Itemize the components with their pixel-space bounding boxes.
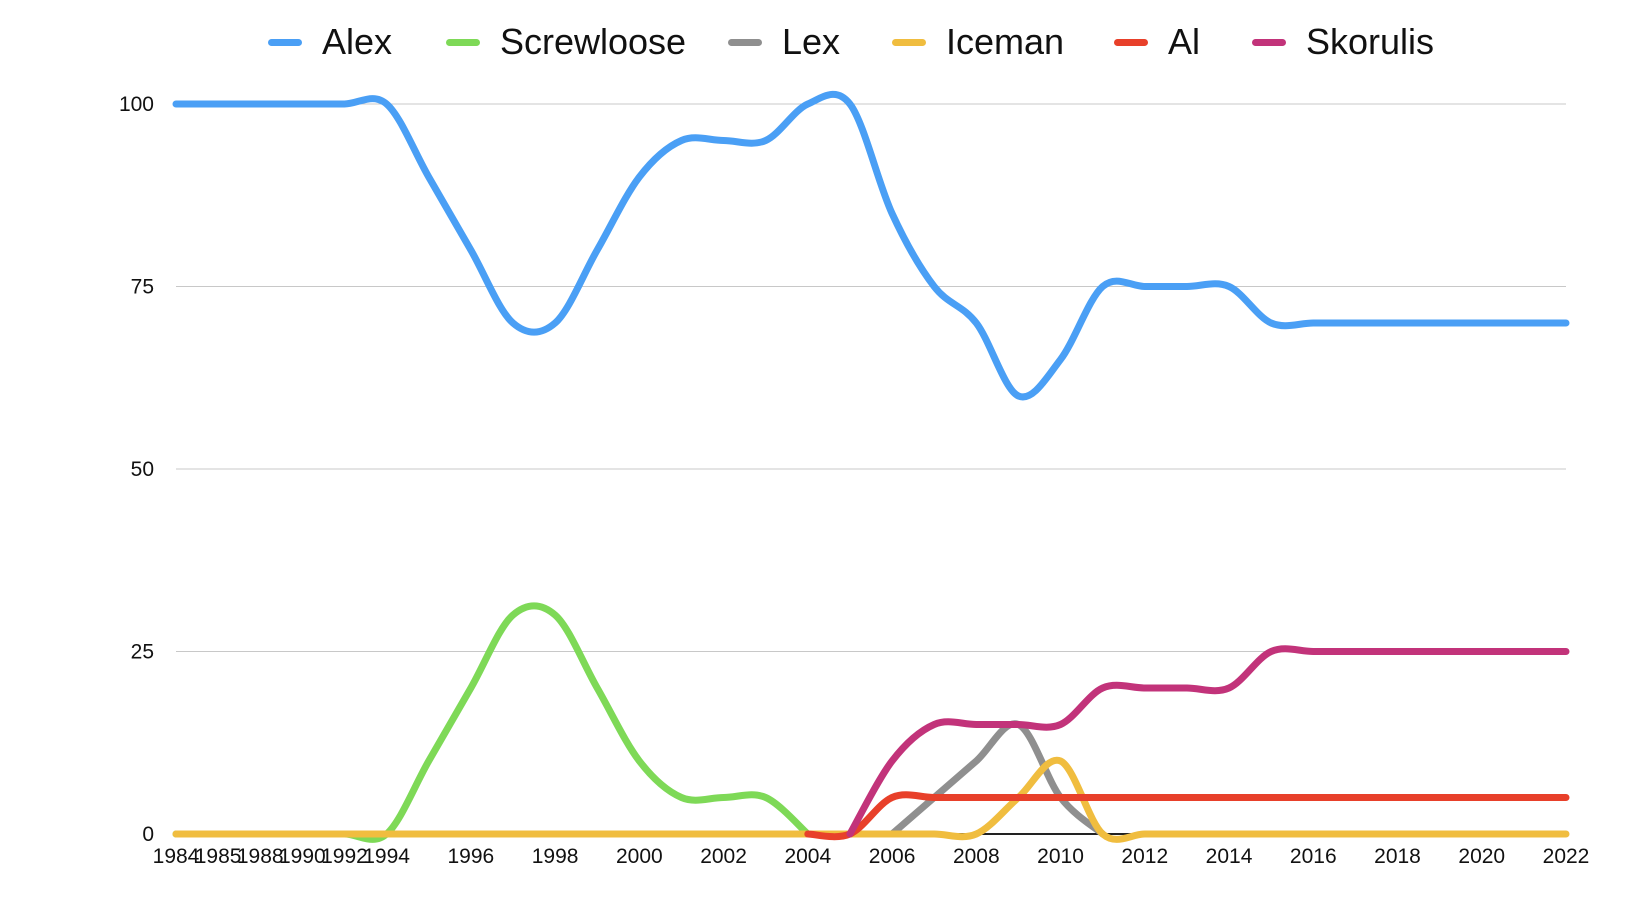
x-tick-label: 2004 <box>784 845 831 868</box>
x-tick-label: 2000 <box>616 845 663 868</box>
x-tick-label: 1988 <box>237 845 284 868</box>
series-line-alex <box>172 90 1570 401</box>
series-line-al <box>804 791 1570 841</box>
legend-label: Alex <box>322 21 393 62</box>
y-tick-label: 100 <box>119 93 154 116</box>
legend-item-skorulis: Skorulis <box>1252 21 1435 62</box>
x-tick-label: 2012 <box>1121 845 1168 868</box>
legend-item-screwloose: Screwloose <box>446 21 687 62</box>
legend-item-iceman: Iceman <box>892 21 1065 62</box>
legend-swatch <box>728 38 762 46</box>
y-tick-label: 50 <box>131 458 154 481</box>
x-tick-label: 1996 <box>447 845 494 868</box>
x-tick-label: 1984 <box>153 845 200 868</box>
x-tick-label: 2006 <box>869 845 916 868</box>
legend-item-lex: Lex <box>728 21 841 62</box>
legend-label: Iceman <box>946 21 1065 62</box>
y-tick-label: 75 <box>131 276 154 299</box>
x-tick-label: 2010 <box>1037 845 1084 868</box>
legend-swatch <box>1114 38 1148 46</box>
x-tick-label: 2016 <box>1290 845 1337 868</box>
x-tick-label: 1985 <box>195 845 242 868</box>
x-tick-label: 2018 <box>1374 845 1421 868</box>
series-line-iceman <box>172 756 1570 843</box>
y-tick-label: 0 <box>142 823 154 846</box>
x-tick-label: 1990 <box>279 845 326 868</box>
legend-swatch <box>446 38 480 46</box>
x-tick-label: 2008 <box>953 845 1000 868</box>
legend-swatch <box>892 38 926 46</box>
x-tick-label: 2022 <box>1543 845 1590 868</box>
x-tick-label: 1992 <box>321 845 368 868</box>
series-line-skorulis <box>846 645 1570 838</box>
legend-item-alex: Alex <box>268 21 393 62</box>
x-tick-label: 1998 <box>532 845 579 868</box>
legend-label: Al <box>1168 21 1201 62</box>
legend-label: Lex <box>782 21 841 62</box>
legend-item-al: Al <box>1114 21 1201 62</box>
gridlines <box>176 103 1566 835</box>
legend-label: Skorulis <box>1306 21 1435 62</box>
x-tick-label: 2002 <box>700 845 747 868</box>
y-axis-ticks: 0 25 50 75 100 <box>119 93 154 846</box>
legend-swatch <box>1252 38 1286 46</box>
y-tick-label: 25 <box>131 641 154 664</box>
x-tick-label: 2014 <box>1206 845 1253 868</box>
series-lines <box>172 90 1570 843</box>
legend-swatch <box>268 38 302 46</box>
legend-label: Screwloose <box>500 21 687 62</box>
x-tick-label: 1994 <box>363 845 410 868</box>
legend: Alex Screwloose Lex Iceman Al Skorulis <box>0 12 1630 72</box>
x-tick-label: 2020 <box>1458 845 1505 868</box>
series-line-screwloose <box>172 602 812 843</box>
